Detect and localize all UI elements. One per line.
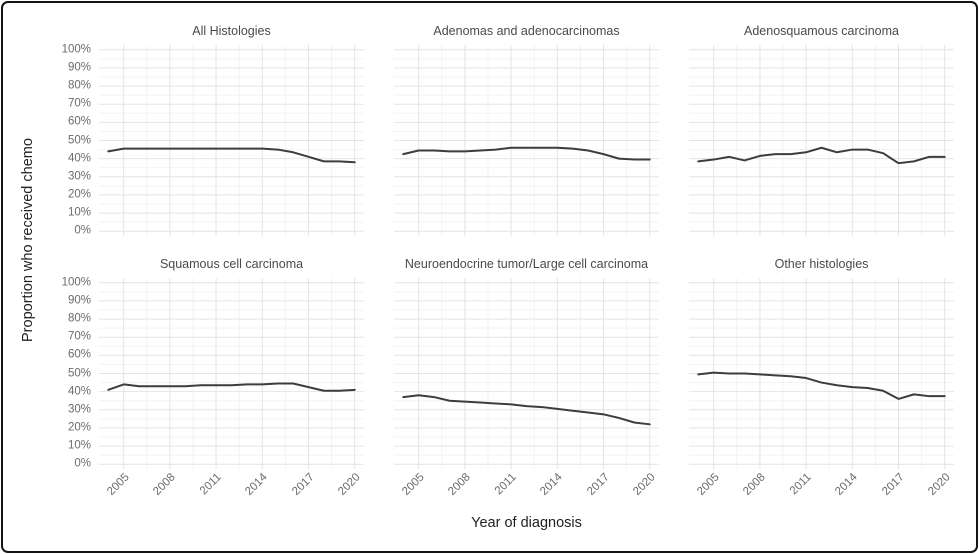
facet-plot-svg: [689, 278, 954, 469]
y-tick-label: 20%: [67, 188, 91, 201]
y-tick-label: 0%: [74, 457, 91, 470]
facet-plot-svg: [394, 45, 659, 236]
facet-title: Adenosquamous carcinoma: [744, 24, 899, 38]
x-tick-label: 2014: [833, 471, 861, 498]
y-tick-label: 50%: [67, 133, 91, 146]
facet-panel-adenomas: [394, 45, 659, 236]
x-tick-label: 2017: [289, 471, 317, 498]
y-tick-label: 0%: [74, 224, 91, 237]
y-tick-label: 70%: [67, 330, 91, 343]
y-tick-label: 50%: [67, 366, 91, 379]
facet-plot-svg: [394, 278, 659, 469]
x-tick-label: 2008: [741, 471, 768, 498]
facet-panel-other: [689, 278, 954, 469]
facet-panel-all-histologies: [99, 45, 364, 236]
y-tick-label: 30%: [67, 403, 91, 416]
facet-title: Other histologies: [774, 257, 869, 271]
y-tick-label: 60%: [67, 348, 91, 361]
x-tick-label: 2020: [925, 471, 953, 498]
x-tick-label: 2017: [879, 471, 907, 498]
y-axis-title: Proportion who received chemo: [20, 138, 36, 342]
y-tick-label: 90%: [67, 294, 91, 307]
x-tick-label: 2020: [335, 471, 363, 498]
y-tick-label: 60%: [67, 115, 91, 128]
x-tick-labels: 2005 2008 2011 2014 2017 2020: [689, 469, 954, 515]
data-line: [403, 148, 649, 160]
x-axis-title: Year of diagnosis: [471, 515, 582, 531]
y-tick-label: 90%: [67, 61, 91, 74]
x-tick-label: 2005: [399, 471, 427, 498]
facet-grid: Proportion who received chemo All Histol…: [5, 5, 974, 549]
facet-title: Neuroendocrine tumor/Large cell carcinom…: [404, 257, 649, 271]
y-tick-label: 10%: [67, 439, 91, 452]
x-tick-labels: 2005 2008 2011 2014 2017 2020: [99, 469, 364, 515]
x-tick-label: 2008: [151, 471, 178, 498]
data-line: [698, 373, 944, 399]
data-line: [108, 149, 354, 163]
facet-plot-svg: [689, 45, 954, 236]
x-tick-label: 2011: [787, 471, 814, 498]
data-line: [403, 395, 649, 424]
facet-panel-squamous: [99, 278, 364, 469]
y-tick-label: 40%: [67, 384, 91, 397]
y-tick-label: 100%: [61, 43, 91, 56]
facet-title: Adenomas and adenocarcinomas: [433, 24, 620, 38]
y-tick-label: 30%: [67, 170, 91, 183]
y-tick-label: 80%: [67, 312, 91, 325]
x-tick-label: 2005: [104, 471, 132, 498]
x-tick-label: 2017: [584, 471, 612, 498]
x-tick-labels: 2005 2008 2011 2014 2017 2020: [394, 469, 659, 515]
facet-panel-neuroendocrine: [394, 278, 659, 469]
x-tick-label: 2011: [197, 471, 224, 498]
y-tick-label: 10%: [67, 206, 91, 219]
y-tick-label: 20%: [67, 421, 91, 434]
y-tick-labels: 100% 90% 80% 70% 60% 50% 40% 30% 20% 10% 0%: [43, 276, 99, 470]
x-tick-label: 2020: [630, 471, 658, 498]
x-tick-label: 2014: [243, 471, 271, 498]
facet-plot-svg: [99, 278, 364, 469]
x-tick-label: 2005: [694, 471, 722, 498]
data-line: [108, 383, 354, 390]
y-tick-label: 70%: [67, 97, 91, 110]
x-tick-label: 2011: [492, 471, 519, 498]
x-tick-label: 2008: [446, 471, 473, 498]
data-line: [698, 148, 944, 163]
facet-plot-svg: [99, 45, 364, 236]
facet-title: All Histologies: [192, 24, 271, 38]
x-tick-label: 2014: [538, 471, 566, 498]
facet-title: Squamous cell carcinoma: [159, 257, 304, 271]
y-tick-labels: 100% 90% 80% 70% 60% 50% 40% 30% 20% 10% 0%: [43, 43, 99, 237]
y-tick-label: 40%: [67, 151, 91, 164]
facet-panel-adenosquamous: [689, 45, 954, 236]
y-tick-label: 80%: [67, 79, 91, 92]
y-tick-label: 100%: [61, 276, 91, 289]
